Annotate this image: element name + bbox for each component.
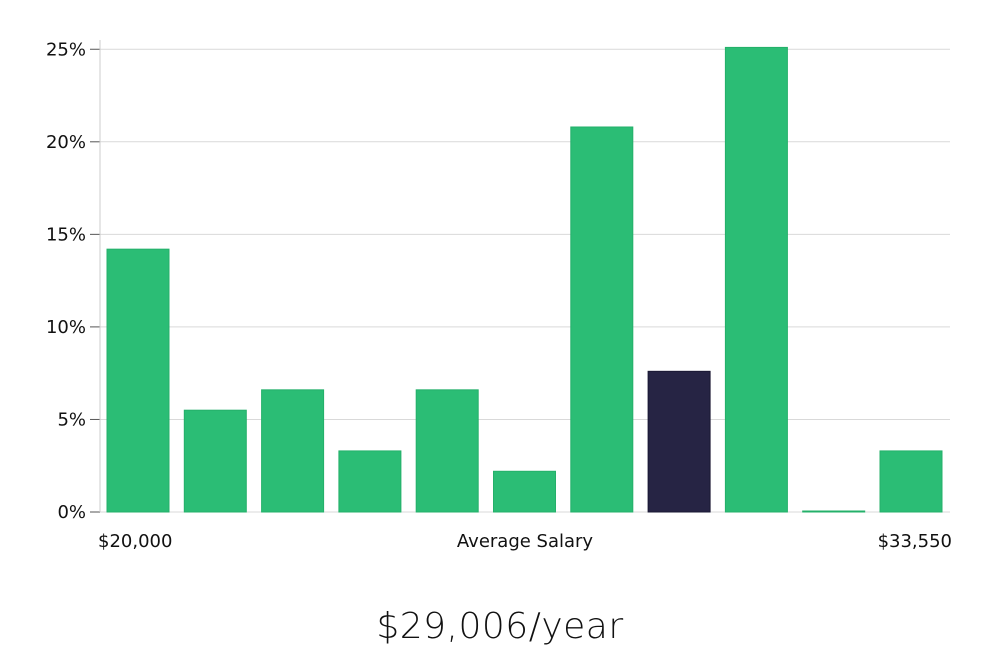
y-tick-label: 15% xyxy=(46,224,86,245)
average-salary-figure: $29,006/year xyxy=(376,606,624,647)
y-tick-label: 0% xyxy=(57,502,86,523)
bars xyxy=(106,46,943,513)
bar xyxy=(493,470,556,513)
salary-distribution-chart: 0%5%10%15%20%25% $20,000 Average Salary … xyxy=(46,39,952,552)
bar xyxy=(106,248,170,513)
y-tick-label: 10% xyxy=(46,317,86,338)
bar xyxy=(261,389,325,513)
bar xyxy=(724,46,788,513)
y-tick-label: 20% xyxy=(46,132,86,153)
x-max-label: $33,550 xyxy=(878,531,952,552)
bar xyxy=(415,389,479,513)
y-axis-ticks: 0% 5% 10% 15% 20% 25% xyxy=(46,39,100,523)
bar xyxy=(338,450,402,513)
y-tick-label: 5% xyxy=(57,409,86,430)
bar xyxy=(802,510,866,513)
bar xyxy=(570,126,634,513)
bar xyxy=(879,450,943,513)
y-tick-label: 25% xyxy=(46,39,86,60)
bar-highlighted xyxy=(647,370,711,513)
bar xyxy=(183,409,247,513)
x-axis-title: Average Salary xyxy=(457,531,594,552)
x-min-label: $20,000 xyxy=(98,531,172,552)
